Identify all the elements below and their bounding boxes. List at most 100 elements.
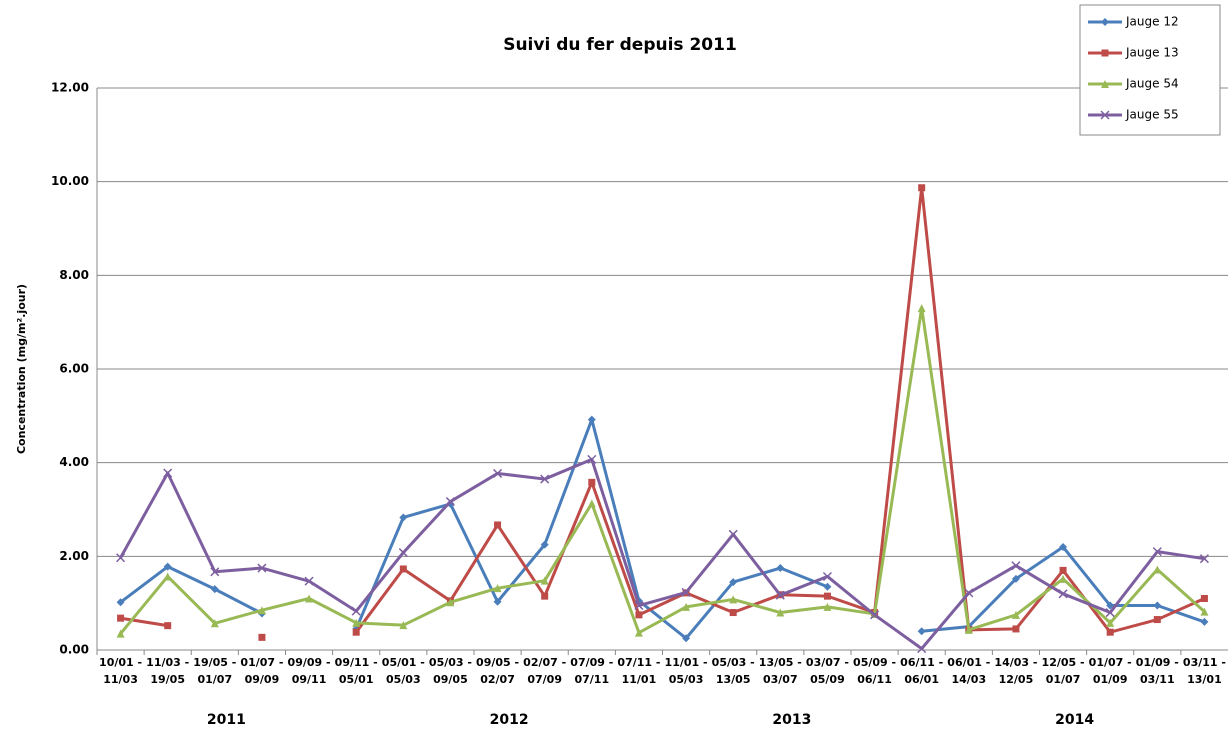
marker — [775, 590, 785, 600]
x-tick-label: 01/07 - 09/09 — [240, 656, 284, 686]
marker — [493, 584, 502, 593]
marker — [1153, 601, 1162, 610]
x-tick-label: 01/07 - 01/09 — [1088, 656, 1132, 686]
x-tick-label: 09/05 - 02/07 — [476, 656, 520, 686]
x-tick-label: 19/05 - 01/07 — [193, 656, 237, 686]
marker — [729, 609, 737, 617]
series — [116, 415, 1209, 643]
marker — [351, 606, 361, 616]
marker — [540, 576, 549, 585]
x-tick-label: 09/09 - 09/11 — [287, 656, 331, 686]
y-tick-label: 2.00 — [59, 549, 89, 563]
marker — [682, 634, 691, 643]
x-tick-label: 09/11 - 05/01 — [334, 656, 378, 686]
marker — [823, 592, 831, 600]
marker — [1101, 49, 1109, 57]
x-tick-label: 05/09 - 06/11 — [853, 656, 897, 686]
marker — [399, 621, 408, 630]
marker — [257, 606, 266, 615]
marker — [1011, 574, 1020, 583]
marker — [634, 628, 643, 637]
marker — [587, 499, 596, 508]
marker — [540, 474, 550, 484]
marker — [398, 548, 408, 558]
x-group-label: 2012 — [490, 712, 529, 728]
marker — [116, 553, 126, 563]
x-tick-label: 06/11 - 06/01 — [900, 656, 944, 686]
marker — [116, 598, 125, 607]
marker — [1106, 628, 1114, 636]
marker — [164, 622, 172, 630]
marker — [1106, 618, 1115, 627]
marker — [304, 576, 314, 586]
series-line — [119, 306, 1206, 635]
x-tick-label: 05/03 - 09/05 — [428, 656, 472, 686]
series — [116, 454, 1209, 654]
marker — [682, 602, 691, 611]
marker — [917, 304, 926, 313]
marker — [540, 540, 549, 549]
marker — [493, 597, 502, 606]
x-tick-label: 07/11 - 11/01 — [617, 656, 661, 686]
x-tick-label: 13/05 - 03/07 — [758, 656, 802, 686]
marker — [1199, 554, 1209, 564]
x-tick-label: 03/07 - 05/09 — [805, 656, 849, 686]
marker — [210, 619, 219, 628]
marker — [776, 608, 785, 617]
marker — [399, 513, 408, 522]
marker — [352, 618, 361, 627]
marker — [917, 644, 927, 654]
marker — [1011, 561, 1021, 571]
y-tick-label: 12.00 — [51, 81, 89, 95]
marker — [1101, 18, 1109, 26]
x-tick-label: 06/01 - 14/03 — [947, 656, 991, 686]
marker — [681, 587, 691, 597]
marker — [634, 600, 644, 611]
marker — [588, 478, 596, 486]
marker — [1105, 608, 1115, 618]
x-tick-label: 05/03 - 13/05 — [711, 656, 755, 686]
x-group-label: 2013 — [772, 712, 811, 728]
y-tick-label: 8.00 — [59, 268, 89, 282]
marker — [163, 562, 172, 571]
marker — [305, 594, 314, 603]
marker — [1100, 110, 1110, 120]
marker — [1200, 594, 1208, 602]
x-group-label: 2011 — [207, 712, 246, 728]
x-tick-label: 03/11 - 13/01 — [1182, 656, 1226, 686]
marker — [1059, 542, 1068, 551]
marker — [1012, 625, 1020, 633]
chart-title: Suivi du fer depuis 2011 — [503, 35, 737, 55]
marker — [1059, 566, 1067, 574]
marker — [117, 614, 125, 622]
marker — [493, 468, 503, 478]
marker — [210, 585, 219, 594]
marker — [163, 468, 173, 478]
legend-label: Jauge 54 — [1125, 77, 1179, 91]
x-tick-label: 14/03 - 12/05 — [994, 656, 1038, 686]
marker — [445, 497, 455, 507]
marker — [1152, 547, 1162, 557]
marker — [1153, 616, 1161, 624]
legend-label: Jauge 55 — [1125, 108, 1179, 122]
x-tick-label: 10/01 - 11/03 — [99, 656, 143, 686]
marker — [587, 415, 596, 424]
marker — [964, 588, 974, 598]
marker — [918, 184, 926, 192]
marker — [494, 521, 502, 529]
series-line — [119, 457, 1205, 651]
marker — [1153, 565, 1162, 574]
marker — [1101, 80, 1109, 88]
x-group-label: 2014 — [1055, 712, 1094, 728]
marker — [728, 529, 738, 539]
legend-label: Jauge 13 — [1125, 46, 1179, 60]
marker — [823, 582, 832, 591]
marker — [1200, 617, 1209, 626]
x-tick-label: 01/09 - 03/11 — [1135, 656, 1179, 686]
marker — [823, 602, 832, 611]
y-tick-label: 0.00 — [59, 643, 89, 657]
y-tick-label: 10.00 — [51, 174, 89, 188]
marker — [210, 567, 220, 577]
